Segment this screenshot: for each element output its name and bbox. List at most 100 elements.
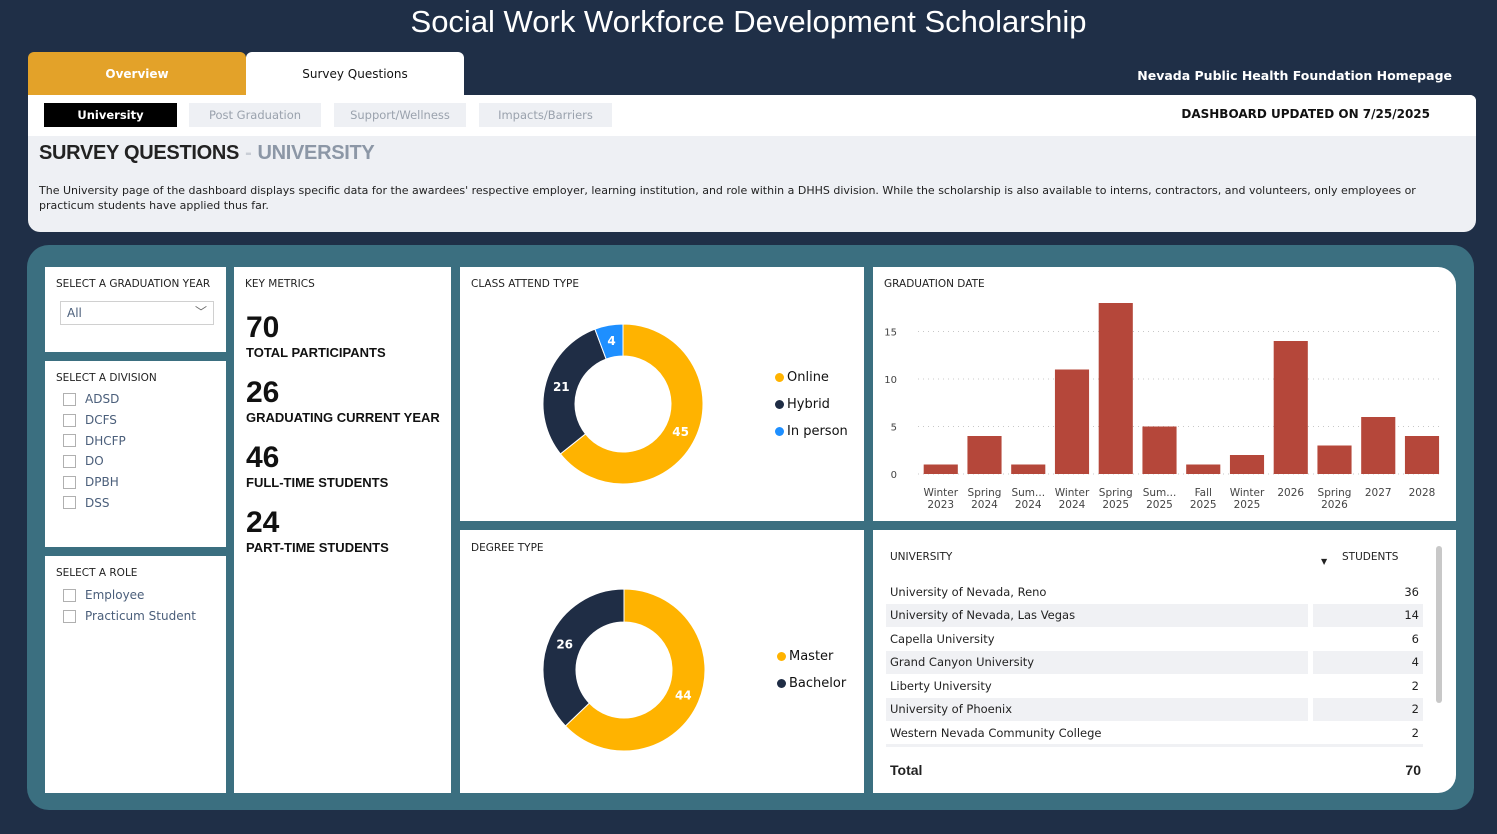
y-tick-label: 15: [884, 328, 897, 339]
checkbox-dss[interactable]: DSS: [63, 492, 126, 513]
graduation-date-card: GRADUATION DATE 0 5 10 15 Winter 2023 Spring 20…: [873, 267, 1456, 521]
checkbox-employee[interactable]: Employee: [63, 585, 196, 606]
x-tick-label: Spring 2024: [968, 487, 1002, 511]
checkbox-dpbh[interactable]: DPBH: [63, 472, 126, 493]
checkbox-label: DO: [85, 454, 104, 469]
checkbox-label: ADSD: [85, 392, 120, 407]
bar-2026[interactable]: [1273, 341, 1308, 474]
subtab-university[interactable]: University: [44, 103, 177, 127]
bar-spring-2024[interactable]: [967, 436, 1002, 474]
sort-desc-icon[interactable]: ▼: [1321, 557, 1328, 566]
bar-winter-2023[interactable]: [923, 464, 958, 475]
bar-fall-2025[interactable]: [1186, 464, 1221, 475]
x-tick-label: Winter 2025: [1230, 487, 1265, 511]
subtab-impacts-barriers[interactable]: Impacts/Barriers: [479, 103, 612, 127]
bar-2027[interactable]: [1361, 417, 1396, 474]
university-cell: Liberty University: [890, 678, 992, 693]
page-title: SURVEY QUESTIONS - UNIVERSITY: [39, 142, 375, 165]
year-dropdown[interactable]: All ﹀: [60, 301, 214, 325]
x-tick-label: Spring 2025: [1099, 487, 1133, 511]
checkbox-box[interactable]: [63, 588, 76, 602]
table-row[interactable]: University of Nevada, Reno 36: [886, 580, 1423, 604]
page-title-main: SURVEY QUESTIONS: [39, 142, 240, 164]
tab-survey-questions[interactable]: Survey Questions: [246, 52, 464, 95]
checkbox-label: DSS: [85, 495, 110, 510]
bar-spring-2026[interactable]: [1317, 445, 1352, 475]
university-cell: Western Nevada Community College: [890, 725, 1102, 740]
legend-dot-icon: [775, 400, 784, 409]
donut-slice-master[interactable]: [564, 588, 706, 752]
checkbox-do[interactable]: DO: [63, 451, 126, 472]
header-panel: University Post Graduation Support/Welln…: [28, 95, 1476, 232]
tab-overview[interactable]: Overview: [28, 52, 246, 95]
bar-sum-2025[interactable]: [1142, 426, 1177, 475]
y-tick-label: 10: [884, 375, 897, 386]
checkbox-box[interactable]: [63, 413, 76, 427]
metric-label: GRADUATING CURRENT YEAR: [246, 410, 440, 425]
x-tick-label: 2026: [1277, 487, 1304, 499]
bar-2028[interactable]: [1404, 436, 1440, 474]
key-metrics-card: KEY METRICS 70 TOTAL PARTICIPANTS 26 GRADUA…: [234, 267, 451, 793]
legend-item[interactable]: Hybrid: [775, 391, 848, 418]
year-filter-card: SELECT A GRADUATION YEAR All ﹀: [45, 267, 226, 352]
university-cell: University of Nevada, Reno: [890, 584, 1047, 599]
total-label: Total: [890, 762, 923, 778]
checkbox-box[interactable]: [63, 392, 76, 406]
donut-slice-online[interactable]: [559, 323, 704, 485]
metric-value: 70: [246, 311, 280, 344]
checkbox-box[interactable]: [63, 475, 76, 489]
x-tick-label: Sum... 2025: [1143, 487, 1177, 511]
col-header-university[interactable]: UNIVERSITY: [890, 551, 953, 563]
role-filter-title: SELECT A ROLE: [56, 567, 138, 579]
legend-item[interactable]: Master: [777, 643, 846, 670]
x-tick-label: 2028: [1409, 487, 1436, 499]
legend-label: In person: [787, 424, 848, 439]
students-cell: 6: [1411, 631, 1419, 646]
legend-item[interactable]: Online: [775, 364, 848, 391]
table-row[interactable]: Western Nevada Community College 2: [886, 721, 1423, 745]
donut-slice-hybrid[interactable]: [542, 328, 607, 455]
page-title-section: UNIVERSITY: [257, 142, 375, 164]
homepage-link[interactable]: Nevada Public Health Foundation Homepage: [1137, 68, 1452, 83]
subtab-support-wellness[interactable]: Support/Wellness: [334, 103, 466, 127]
metric-value: 46: [246, 441, 280, 474]
legend-item[interactable]: In person: [775, 418, 848, 445]
legend-item[interactable]: Bachelor: [777, 670, 846, 697]
year-filter-title: SELECT A GRADUATION YEAR: [56, 278, 211, 290]
students-cell: 2: [1411, 725, 1419, 740]
table-row[interactable]: Capella University 6: [886, 627, 1423, 651]
col-header-students[interactable]: STUDENTS: [1342, 551, 1399, 563]
students-cell: 4: [1313, 650, 1423, 674]
x-tick-label: Winter 2024: [1055, 487, 1090, 511]
university-cell: University of Nevada, Las Vegas: [886, 603, 1308, 627]
table-row[interactable]: University of Phoenix 2: [886, 697, 1423, 721]
checkbox-dhcfp[interactable]: DHCFP: [63, 430, 126, 451]
checkbox-box[interactable]: [63, 609, 76, 623]
checkbox-box[interactable]: [63, 434, 76, 448]
total-value: 70: [1405, 762, 1421, 778]
table-row[interactable]: Liberty University 2: [886, 674, 1423, 698]
bar-winter-2024[interactable]: [1054, 369, 1090, 475]
checkbox-dcfs[interactable]: DCFS: [63, 410, 126, 431]
table-row[interactable]: University of Nevada, Las Vegas 14: [886, 603, 1423, 627]
metric-label: TOTAL PARTICIPANTS: [246, 345, 386, 360]
metric-value: 24: [246, 506, 280, 539]
checkbox-adsd[interactable]: ADSD: [63, 389, 126, 410]
checkbox-box[interactable]: [63, 454, 76, 468]
subtab-post-graduation[interactable]: Post Graduation: [189, 103, 321, 127]
students-cell: 2: [1313, 697, 1423, 721]
bar-sum-2024[interactable]: [1011, 464, 1046, 475]
bar-winter-2025[interactable]: [1229, 455, 1265, 474]
degree-type-title: DEGREE TYPE: [471, 542, 544, 554]
bar-spring-2025[interactable]: [1098, 303, 1133, 474]
x-tick-label: Sum... 2024: [1011, 487, 1045, 511]
table-scrollbar[interactable]: [1436, 546, 1442, 703]
checkbox-practicum-student[interactable]: Practicum Student: [63, 606, 196, 627]
checkbox-box[interactable]: [63, 496, 76, 510]
checkbox-label: DPBH: [85, 475, 119, 490]
table-row[interactable]: Grand Canyon University 4: [886, 650, 1423, 674]
donut-slice-in-person[interactable]: [594, 323, 624, 360]
donut-slice-bachelor[interactable]: [542, 588, 625, 727]
donut-data-label: 4: [607, 334, 615, 348]
class-attend-donut: 45 21 4: [542, 323, 704, 485]
